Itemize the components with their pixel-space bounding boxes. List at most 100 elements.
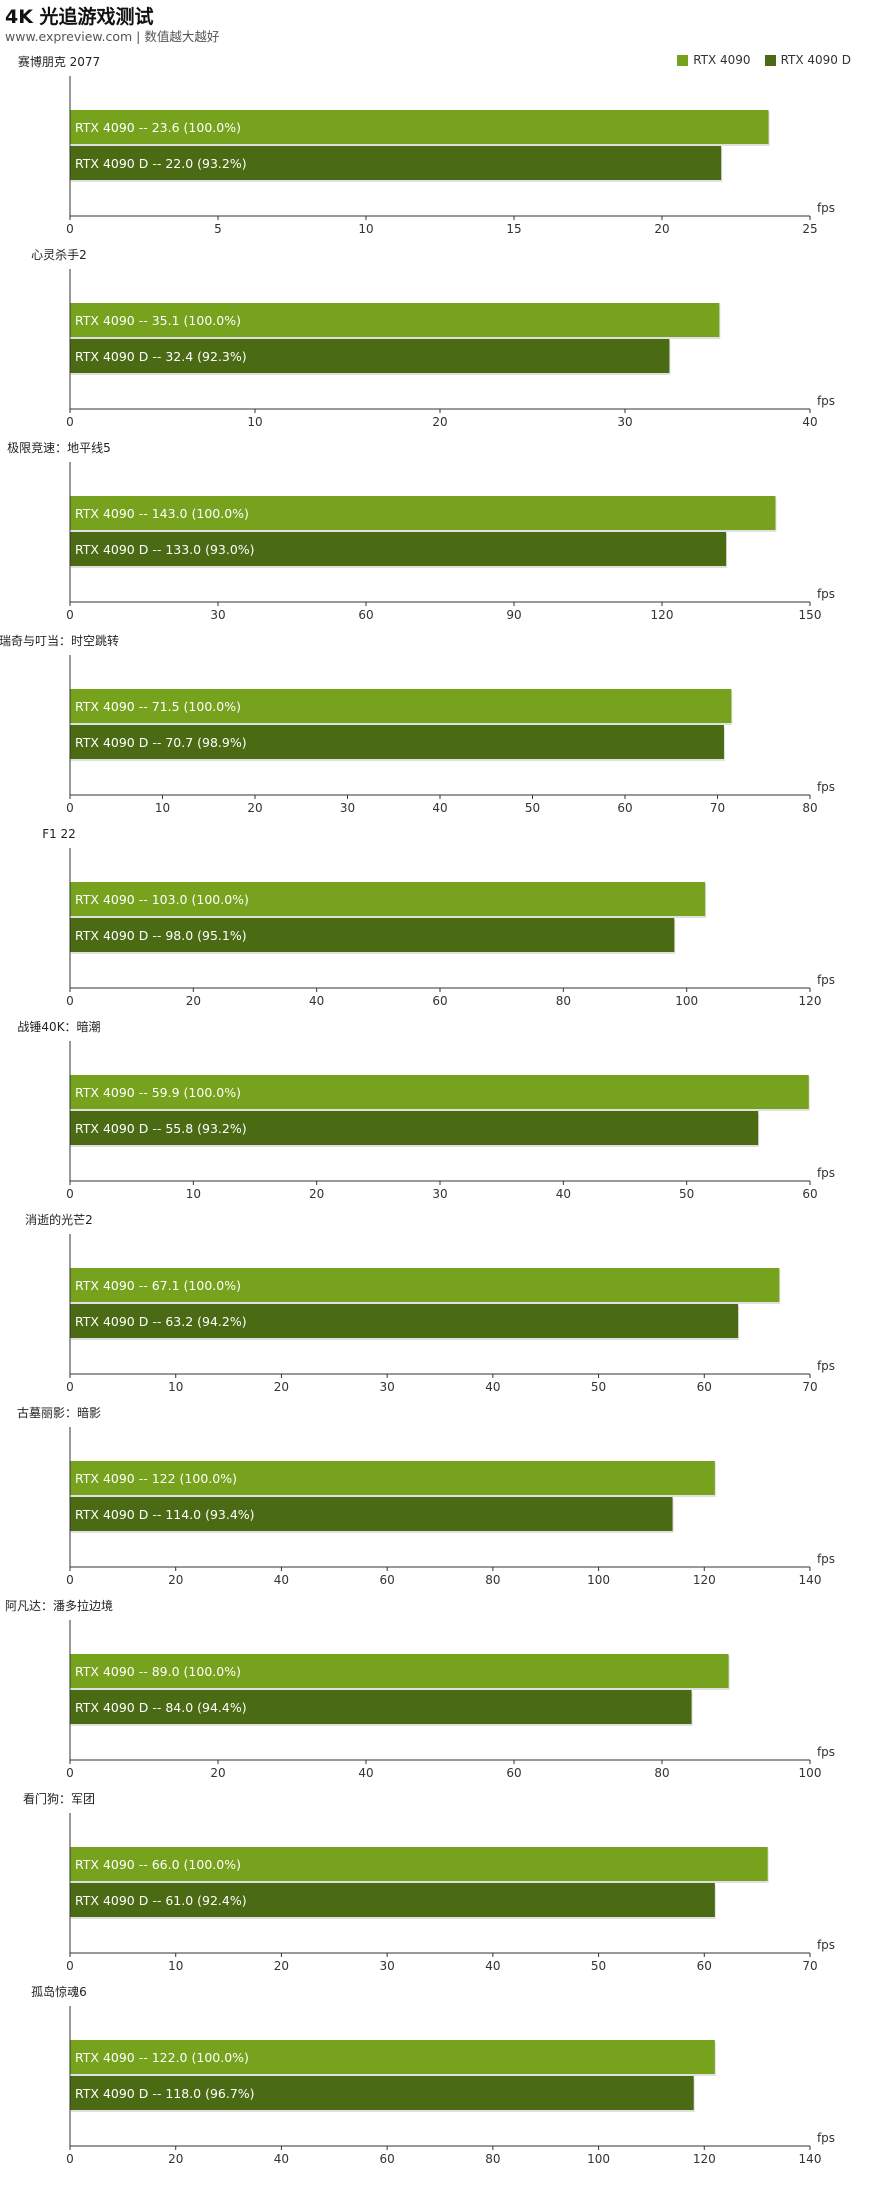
x-tick-label: 140 (799, 2152, 822, 2166)
x-tick-label: 120 (651, 608, 674, 622)
x-tick-label: 80 (485, 2152, 500, 2166)
legend: RTX 4090 RTX 4090 D (677, 53, 851, 67)
x-tick-label: 20 (210, 1766, 225, 1780)
x-tick-label: 0 (66, 222, 74, 236)
bar (70, 1497, 673, 1531)
bar (70, 1690, 692, 1724)
bar (70, 2040, 715, 2074)
bar (70, 1111, 759, 1145)
x-tick-label: 0 (66, 1380, 74, 1394)
bar (70, 882, 706, 916)
x-tick-label: 10 (168, 1959, 183, 1973)
x-tick-label: 0 (66, 994, 74, 1008)
x-axis-unit: fps (817, 2131, 835, 2145)
bar (70, 1461, 715, 1495)
bar-label: RTX 4090 D -- 61.0 (92.4%) (75, 1893, 247, 1908)
x-tick-label: 40 (309, 994, 324, 1008)
x-tick-label: 20 (186, 994, 201, 1008)
x-tick-label: 0 (66, 1187, 74, 1201)
x-tick-label: 30 (380, 1959, 395, 1973)
bar-label: RTX 4090 -- 122.0 (100.0%) (75, 2050, 249, 2065)
bar-label: RTX 4090 -- 122 (100.0%) (75, 1471, 237, 1486)
bar (70, 1304, 739, 1338)
x-tick-label: 30 (380, 1380, 395, 1394)
bar-label: RTX 4090 D -- 70.7 (98.9%) (75, 735, 247, 750)
x-tick-label: 60 (358, 608, 373, 622)
x-tick-label: 0 (66, 608, 74, 622)
x-tick-label: 60 (697, 1959, 712, 1973)
bar (70, 339, 670, 373)
x-tick-label: 60 (380, 1573, 395, 1587)
bar (70, 1075, 809, 1109)
x-tick-label: 20 (654, 222, 669, 236)
x-tick-label: 60 (432, 994, 447, 1008)
x-tick-label: 20 (432, 415, 447, 429)
page-subtitle: www.expreview.com | 数值越大越好 (5, 29, 220, 44)
x-tick-label: 60 (697, 1380, 712, 1394)
x-tick-label: 10 (168, 1380, 183, 1394)
x-tick-label: 100 (587, 1573, 610, 1587)
x-tick-label: 0 (66, 1573, 74, 1587)
bar (70, 496, 776, 530)
x-tick-label: 40 (274, 2152, 289, 2166)
x-axis-unit: fps (817, 1359, 835, 1373)
legend-item-rtx4090d[interactable]: RTX 4090 D (764, 53, 851, 67)
x-tick-label: 70 (802, 1380, 817, 1394)
bar-label: RTX 4090 -- 67.1 (100.0%) (75, 1278, 241, 1293)
x-tick-label: 100 (799, 1766, 822, 1780)
x-tick-label: 0 (66, 801, 74, 815)
x-tick-label: 20 (274, 1380, 289, 1394)
x-tick-label: 20 (168, 1573, 183, 1587)
x-tick-label: 0 (66, 415, 74, 429)
bar-label: RTX 4090 D -- 118.0 (96.7%) (75, 2086, 255, 2101)
x-tick-label: 120 (799, 994, 822, 1008)
x-tick-label: 50 (591, 1380, 606, 1394)
bar (70, 532, 727, 566)
x-axis-unit: fps (817, 1745, 835, 1759)
x-axis-unit: fps (817, 587, 835, 601)
x-tick-label: 120 (693, 2152, 716, 2166)
bar-label: RTX 4090 -- 66.0 (100.0%) (75, 1857, 241, 1872)
x-tick-label: 10 (247, 415, 262, 429)
x-tick-label: 50 (525, 801, 540, 815)
chart-title: 瑞奇与叮当：时空跳转 (0, 633, 119, 648)
x-tick-label: 120 (693, 1573, 716, 1587)
x-tick-label: 10 (155, 801, 170, 815)
x-tick-label: 40 (432, 801, 447, 815)
bar-label: RTX 4090 D -- 63.2 (94.2%) (75, 1314, 247, 1329)
bar-label: RTX 4090 -- 71.5 (100.0%) (75, 699, 241, 714)
bar-label: RTX 4090 D -- 98.0 (95.1%) (75, 928, 247, 943)
x-tick-label: 40 (556, 1187, 571, 1201)
bar (70, 146, 722, 180)
x-tick-label: 30 (617, 415, 632, 429)
x-tick-label: 70 (710, 801, 725, 815)
chart-title: 消逝的光芒2 (25, 1212, 93, 1227)
x-tick-label: 30 (432, 1187, 447, 1201)
bar-label: RTX 4090 -- 23.6 (100.0%) (75, 120, 241, 135)
x-tick-label: 25 (802, 222, 817, 236)
x-tick-label: 140 (799, 1573, 822, 1587)
bar-label: RTX 4090 -- 103.0 (100.0%) (75, 892, 249, 907)
x-tick-label: 50 (679, 1187, 694, 1201)
bar (70, 2076, 694, 2110)
chart-title: 战锤40K：暗潮 (17, 1019, 100, 1034)
x-tick-label: 80 (802, 801, 817, 815)
x-tick-label: 40 (274, 1573, 289, 1587)
chart-title: 赛博朋克 2077 (18, 54, 100, 69)
x-tick-label: 0 (66, 1959, 74, 1973)
x-tick-label: 90 (506, 608, 521, 622)
x-tick-label: 60 (617, 801, 632, 815)
x-tick-label: 15 (506, 222, 521, 236)
bar-label: RTX 4090 D -- 22.0 (93.2%) (75, 156, 247, 171)
x-tick-label: 80 (654, 1766, 669, 1780)
x-tick-label: 10 (358, 222, 373, 236)
bar (70, 725, 724, 759)
x-tick-label: 100 (675, 994, 698, 1008)
x-tick-label: 10 (186, 1187, 201, 1201)
bar-label: RTX 4090 D -- 55.8 (93.2%) (75, 1121, 247, 1136)
page-title: 4K 光追游戏测试 (5, 6, 154, 28)
x-tick-label: 40 (485, 1380, 500, 1394)
legend-item-rtx4090[interactable]: RTX 4090 (677, 53, 751, 67)
x-tick-label: 60 (380, 2152, 395, 2166)
